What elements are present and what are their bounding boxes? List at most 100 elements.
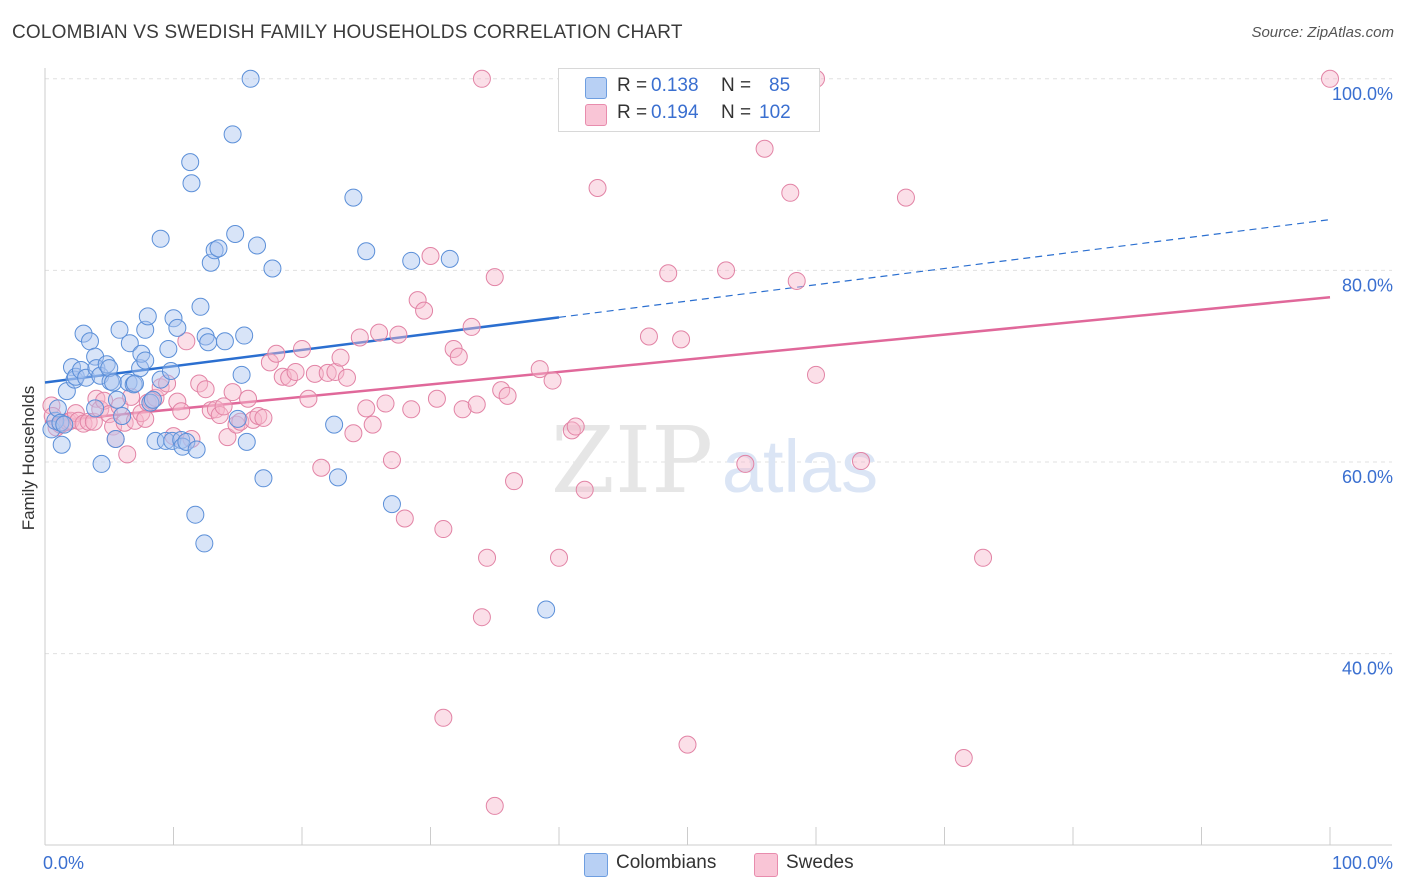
colombians-trend-extension xyxy=(558,219,1331,318)
swedes-trend-line xyxy=(44,295,1331,424)
colombians-point xyxy=(182,174,201,193)
swedes-point xyxy=(415,301,434,320)
swedes-point xyxy=(299,389,318,408)
colombians-point xyxy=(248,236,267,255)
colombians-point xyxy=(124,375,143,394)
colombians-point xyxy=(80,332,99,351)
swedes-point xyxy=(543,371,562,390)
colombians-point xyxy=(92,454,111,473)
swedes-point xyxy=(239,389,258,408)
swedes-point xyxy=(530,360,549,379)
colombians-point xyxy=(254,469,273,488)
colombians-point xyxy=(328,468,347,487)
colombians-point xyxy=(181,153,200,172)
swedes-point xyxy=(136,409,155,428)
colombians-point xyxy=(125,374,144,393)
swedes-point xyxy=(214,397,233,416)
colombians-point xyxy=(138,307,157,326)
swedes-point xyxy=(254,408,273,427)
legend-n-value: 85 xyxy=(769,75,791,96)
colombians-point xyxy=(143,390,162,409)
swedes-point xyxy=(326,362,345,381)
colombians-point xyxy=(191,297,210,316)
colombians-point xyxy=(107,390,126,409)
swedes-point xyxy=(672,330,691,349)
swedes-swatch xyxy=(754,853,778,877)
swedes-point xyxy=(787,271,806,290)
swedes-point xyxy=(639,327,658,346)
stats-legend: R = 0.138 N = 85 R = 0.194 N = 102 xyxy=(558,68,820,132)
legend-r-label: R = xyxy=(617,75,648,96)
swedes-point xyxy=(467,395,486,414)
swedes-point xyxy=(427,389,446,408)
swedes-point xyxy=(453,400,472,419)
swedes-point xyxy=(472,69,491,88)
colombians-point xyxy=(151,229,170,248)
swedes-point xyxy=(462,317,481,336)
swedes-point xyxy=(485,268,504,287)
swedes-point xyxy=(434,708,453,727)
colombians-point xyxy=(163,431,182,450)
colombians-point xyxy=(164,309,183,328)
swedes-point xyxy=(1321,69,1339,88)
swedes-point xyxy=(318,363,337,382)
colombians-point xyxy=(226,224,245,243)
legend-label-colombians: Colombians xyxy=(616,852,717,873)
swedes-point xyxy=(267,344,286,363)
legend-r-value: 0.138 xyxy=(651,75,699,96)
axis-labels: 40.0% 60.0% 80.0% 100.0% 0.0% 100.0% Family Ho… xyxy=(19,84,1393,873)
swedes-point xyxy=(168,392,187,411)
colombians-point xyxy=(402,251,421,270)
colombians-point xyxy=(141,393,160,412)
y-axis-label: Family Households xyxy=(19,386,38,531)
swedes-point xyxy=(659,264,678,283)
swedes-point xyxy=(382,451,401,470)
swedes-point xyxy=(312,458,331,477)
swedes-point xyxy=(434,520,453,539)
colombians-point xyxy=(106,430,125,449)
colombians-swatch xyxy=(584,853,608,877)
colombians-point xyxy=(382,495,401,514)
y-tick-label: 80.0% xyxy=(1342,275,1393,295)
swedes-point xyxy=(305,364,324,383)
swedes-point xyxy=(196,380,215,399)
swedes-point xyxy=(449,347,468,366)
colombians-point xyxy=(52,435,71,454)
colombians-point xyxy=(209,239,228,258)
x-tick-label: 100.0% xyxy=(1332,853,1393,873)
swedes-point xyxy=(223,383,242,402)
swedes-point xyxy=(118,445,137,464)
legend-n-label: N = xyxy=(721,75,752,96)
colombians-point xyxy=(100,359,119,378)
colombians-point xyxy=(187,440,206,459)
swedes-point xyxy=(376,394,395,413)
colombians-point xyxy=(228,409,247,428)
colombians-point xyxy=(223,125,242,144)
colombians-point xyxy=(263,259,282,278)
swedes-point xyxy=(588,179,607,198)
y-tick-label: 40.0% xyxy=(1342,659,1393,679)
swedes-point xyxy=(678,735,697,754)
colombians-point xyxy=(74,324,93,343)
legend-n-value: 102 xyxy=(759,102,791,123)
swedes-point xyxy=(498,386,517,405)
swedes-point xyxy=(91,400,110,419)
swedes-point xyxy=(851,452,870,471)
colombians-point xyxy=(159,339,178,358)
colombians-point xyxy=(235,326,254,345)
swedes-point xyxy=(550,548,568,567)
legend-n-label: N = xyxy=(721,102,752,123)
swedes-points xyxy=(42,69,1339,815)
colombians-point xyxy=(136,320,155,339)
colombians-point xyxy=(241,69,260,88)
swedes-point xyxy=(755,139,774,158)
colombians-point xyxy=(237,432,256,451)
colombians-point xyxy=(156,431,175,450)
watermark: ZIP atlas xyxy=(551,407,878,514)
chart-title: COLOMBIAN VS SWEDISH FAMILY HOUSEHOLDS C… xyxy=(12,22,683,43)
colombians-point xyxy=(168,318,187,337)
swedes-point xyxy=(402,400,421,419)
swedes-point xyxy=(331,348,350,367)
colombians-point xyxy=(104,373,123,392)
